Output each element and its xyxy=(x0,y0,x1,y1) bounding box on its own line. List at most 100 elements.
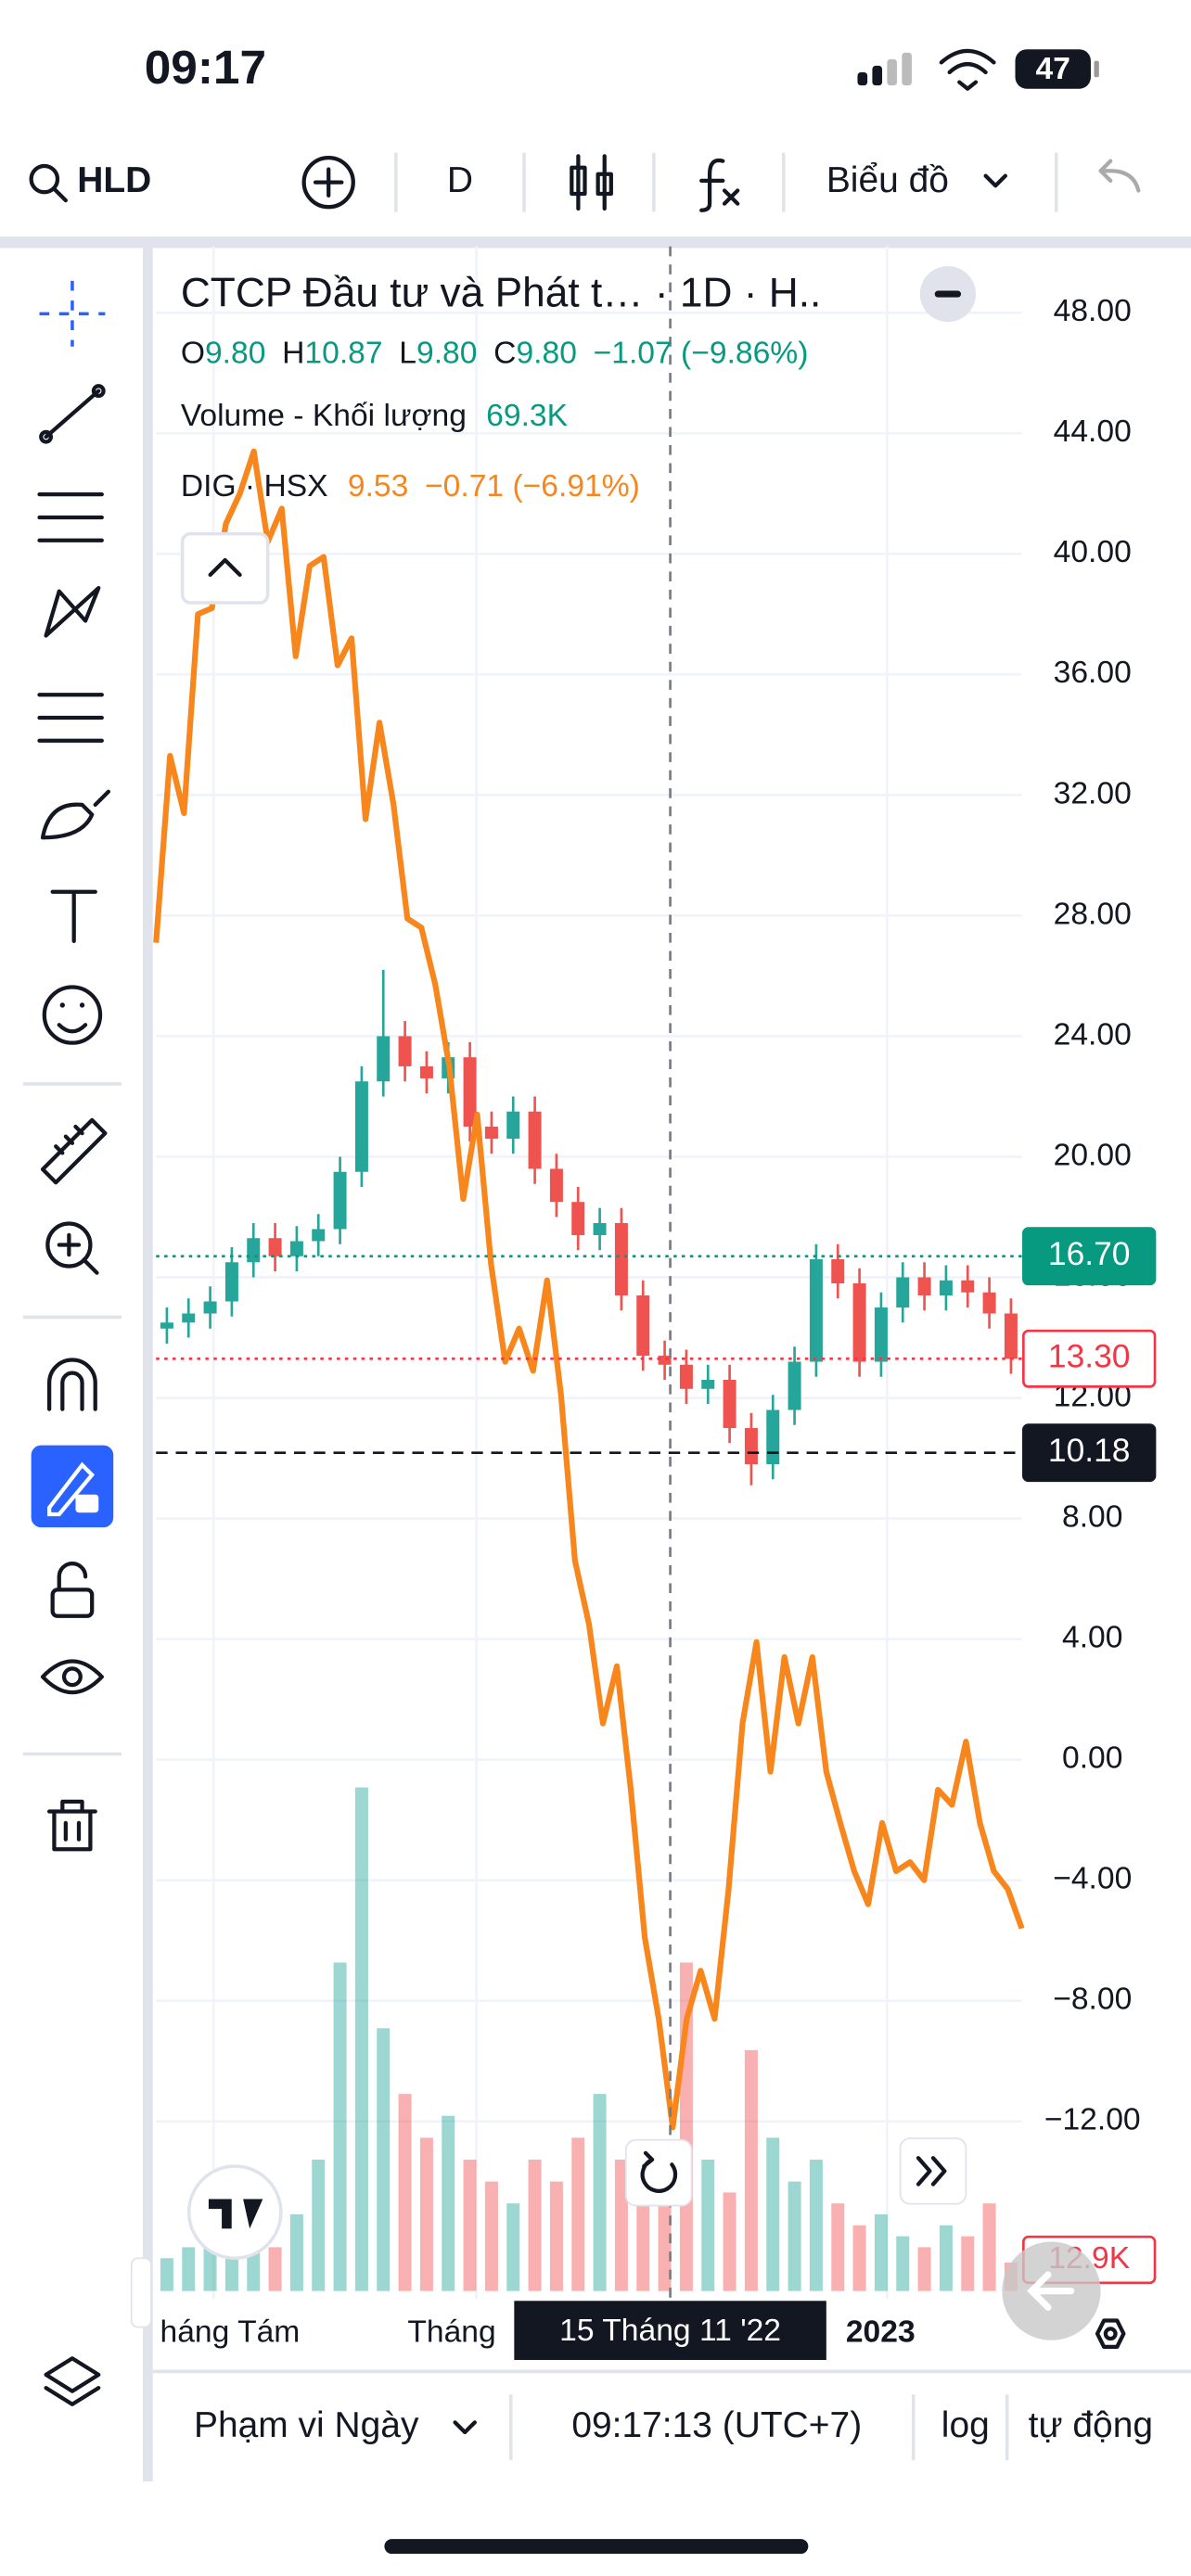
y-tick-label: 32.00 xyxy=(1054,776,1132,810)
price-tag xyxy=(1022,1423,1157,1483)
candle-body xyxy=(333,1171,347,1230)
compare-price: 9.53 xyxy=(348,469,408,504)
time-label: 2023 xyxy=(846,2315,916,2350)
volume-bar xyxy=(463,2159,477,2291)
plus-circle xyxy=(301,155,355,210)
candle-wicks xyxy=(576,154,607,211)
magnet-tool[interactable] xyxy=(47,1358,97,1411)
auto-toggle[interactable]: tự động xyxy=(1029,2405,1153,2445)
volume-bar xyxy=(809,2159,823,2291)
search-icon xyxy=(29,163,60,195)
candle-body xyxy=(268,1238,282,1256)
brush-tool[interactable] xyxy=(40,789,111,840)
candle-body xyxy=(506,1111,520,1139)
y-tick-label: 8.00 xyxy=(1062,1499,1122,1534)
indicators-button[interactable] xyxy=(699,158,740,212)
candle-body xyxy=(419,1065,433,1078)
log-toggle[interactable]: log xyxy=(941,2405,990,2445)
y-tick-label: −4.00 xyxy=(1053,1862,1132,1896)
volume-bar xyxy=(636,2203,650,2291)
candle-body xyxy=(831,1258,845,1283)
lock-drawing-tool[interactable] xyxy=(31,1445,114,1528)
pattern-tool[interactable] xyxy=(44,585,101,638)
chevron-up xyxy=(208,557,242,578)
volume-bar xyxy=(571,2137,585,2291)
projection-tool[interactable] xyxy=(37,693,104,743)
sidebar-handle[interactable] xyxy=(130,2257,152,2328)
visibility-tool[interactable] xyxy=(40,1659,104,1695)
y-tick-label: 20.00 xyxy=(1054,1138,1132,1172)
volume-bar xyxy=(701,2159,715,2291)
scroll-to-latest-button[interactable] xyxy=(899,2137,967,2205)
y-tick-label: 48.00 xyxy=(1054,294,1132,328)
chart-menu-label[interactable]: Biểu đồ xyxy=(826,160,949,200)
price-tag-label: 10.18 xyxy=(1048,1432,1131,1469)
volume-bar xyxy=(289,2214,303,2291)
candle-body xyxy=(896,1277,910,1308)
reset-button[interactable] xyxy=(624,2138,693,2207)
volume-bar xyxy=(593,2094,607,2291)
volume-bar xyxy=(549,2181,563,2291)
ohlc-legend: O9.80 H10.87 L9.80 C9.80 −1.07 (−9.86%) xyxy=(181,337,809,371)
zoom-tool[interactable] xyxy=(45,1221,93,1269)
open-label: O xyxy=(181,337,205,371)
high-value: 10.87 xyxy=(304,337,382,371)
volume-bar xyxy=(377,2028,391,2291)
volume-bar xyxy=(419,2137,433,2291)
volume-bar xyxy=(982,2203,996,2291)
legend-toggle-button[interactable] xyxy=(180,531,270,605)
low-label: L xyxy=(399,337,416,371)
timezone-clock[interactable]: 09:17:13 (UTC+7) xyxy=(571,2405,862,2445)
y-tick-label: 44.00 xyxy=(1054,414,1132,449)
text-tool[interactable] xyxy=(50,889,97,943)
time-label: Tháng xyxy=(407,2315,495,2350)
symbol-search[interactable]: HLD xyxy=(29,160,152,203)
toolbar-divider xyxy=(0,236,1191,249)
status-time: 09:17 xyxy=(145,41,266,94)
change-value: −1.07 (−9.86%) xyxy=(594,337,809,371)
symbol[interactable]: HLD xyxy=(77,160,151,200)
candle-body xyxy=(571,1202,585,1235)
settings-button[interactable] xyxy=(1095,2318,1126,2349)
layers-button[interactable] xyxy=(44,2356,101,2406)
candle-body xyxy=(982,1292,996,1314)
candle-body xyxy=(463,1057,477,1127)
emoji-tool[interactable] xyxy=(42,985,103,1045)
range-button[interactable]: Phạm vi Ngày xyxy=(194,2405,477,2445)
undo-button[interactable] xyxy=(1098,159,1141,193)
volume-bar xyxy=(766,2137,780,2291)
volume-bar xyxy=(852,2225,866,2291)
compare-name: DIG · HSX xyxy=(181,469,328,504)
candle-body xyxy=(852,1282,866,1362)
ruler-tool[interactable] xyxy=(40,1117,108,1185)
tradingview-logo[interactable] xyxy=(186,2164,283,2261)
volume-bar xyxy=(614,2159,628,2291)
candle-body xyxy=(874,1307,888,1362)
candle-body xyxy=(961,1280,975,1293)
volume-bar xyxy=(961,2236,975,2291)
volume-bar xyxy=(442,2115,455,2291)
fib-tool[interactable] xyxy=(37,492,104,542)
interval-button[interactable]: D xyxy=(447,160,473,200)
trendline-tool[interactable] xyxy=(44,389,101,440)
y-tick-label: 24.00 xyxy=(1054,1017,1132,1052)
volume-bar xyxy=(312,2159,326,2291)
range-label[interactable]: Phạm vi Ngày xyxy=(194,2405,419,2445)
volume-bar xyxy=(333,1962,347,2291)
delete-tool[interactable] xyxy=(47,1799,97,1852)
unlock-tool[interactable] xyxy=(57,1562,88,1592)
compare-button[interactable] xyxy=(301,155,355,210)
candle-body xyxy=(182,1313,196,1323)
time-label: háng Tám xyxy=(160,2315,301,2350)
candle-body xyxy=(723,1380,736,1429)
chart-style-button[interactable] xyxy=(570,154,613,211)
candle-body xyxy=(788,1361,801,1410)
compare-line xyxy=(153,448,1025,2131)
price-tag-label: 13.30 xyxy=(1048,1338,1131,1375)
chart-menu[interactable]: Biểu đồ xyxy=(826,160,1007,200)
candle-body xyxy=(377,1036,391,1082)
volume-bar xyxy=(506,2203,520,2291)
volume-value: 69.3K xyxy=(486,399,568,433)
y-tick-label: 40.00 xyxy=(1054,535,1132,569)
